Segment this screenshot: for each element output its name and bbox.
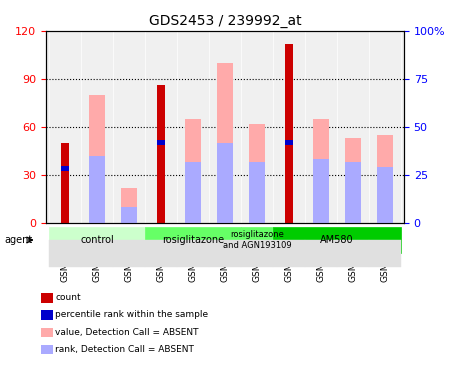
Bar bbox=[217, 63, 233, 223]
Bar bbox=[285, 43, 293, 223]
Text: rosiglitazone
and AGN193109: rosiglitazone and AGN193109 bbox=[223, 230, 291, 250]
Bar bbox=[61, 143, 69, 223]
Bar bbox=[249, 162, 265, 223]
Bar bbox=[121, 207, 137, 223]
Text: agent: agent bbox=[5, 235, 33, 245]
Text: control: control bbox=[80, 235, 114, 245]
Bar bbox=[157, 85, 165, 223]
Text: count: count bbox=[55, 293, 81, 302]
Bar bbox=[345, 138, 361, 223]
Bar bbox=[61, 166, 69, 171]
Bar bbox=[157, 140, 165, 145]
Bar bbox=[89, 95, 105, 223]
Bar bbox=[185, 162, 201, 223]
Bar bbox=[285, 140, 293, 145]
Bar bbox=[313, 119, 329, 223]
Bar bbox=[377, 135, 393, 223]
Bar bbox=[313, 159, 329, 223]
Bar bbox=[217, 143, 233, 223]
Bar bbox=[345, 162, 361, 223]
Bar bbox=[249, 124, 265, 223]
Text: percentile rank within the sample: percentile rank within the sample bbox=[55, 310, 208, 319]
Bar bbox=[121, 187, 137, 223]
Text: rank, Detection Call = ABSENT: rank, Detection Call = ABSENT bbox=[55, 345, 194, 354]
Bar bbox=[185, 119, 201, 223]
Title: GDS2453 / 239992_at: GDS2453 / 239992_at bbox=[149, 14, 301, 28]
Bar bbox=[89, 156, 105, 223]
Text: AM580: AM580 bbox=[320, 235, 353, 245]
Bar bbox=[377, 167, 393, 223]
Text: value, Detection Call = ABSENT: value, Detection Call = ABSENT bbox=[55, 328, 199, 337]
Text: rosiglitazone: rosiglitazone bbox=[162, 235, 224, 245]
